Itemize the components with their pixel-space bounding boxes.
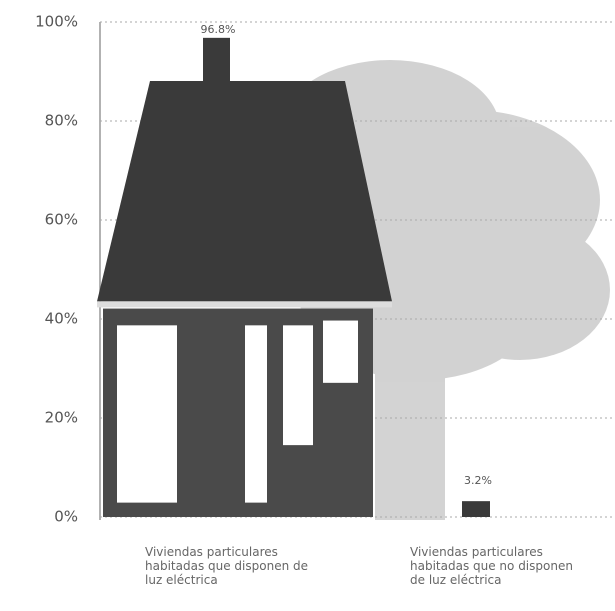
roof-trim [97, 301, 392, 308]
door [245, 325, 267, 503]
y-tick-label: 60% [45, 211, 78, 229]
window [323, 320, 358, 383]
category-label: Viviendas particulares habitadas que no … [410, 545, 573, 587]
y-tick-label: 20% [45, 409, 78, 427]
bar [462, 501, 490, 517]
house-bar [97, 37, 392, 517]
y-tick-label: 80% [45, 112, 78, 130]
y-tick-label: 100% [35, 13, 78, 31]
value-label: 96.8% [201, 23, 236, 36]
roof [97, 80, 392, 302]
window [283, 325, 313, 446]
y-tick-label: 0% [54, 508, 78, 526]
value-label: 3.2% [464, 474, 492, 487]
window [117, 325, 177, 503]
y-tick-label: 40% [45, 310, 78, 328]
category-label: Viviendas particulares habitadas que dis… [145, 545, 308, 587]
